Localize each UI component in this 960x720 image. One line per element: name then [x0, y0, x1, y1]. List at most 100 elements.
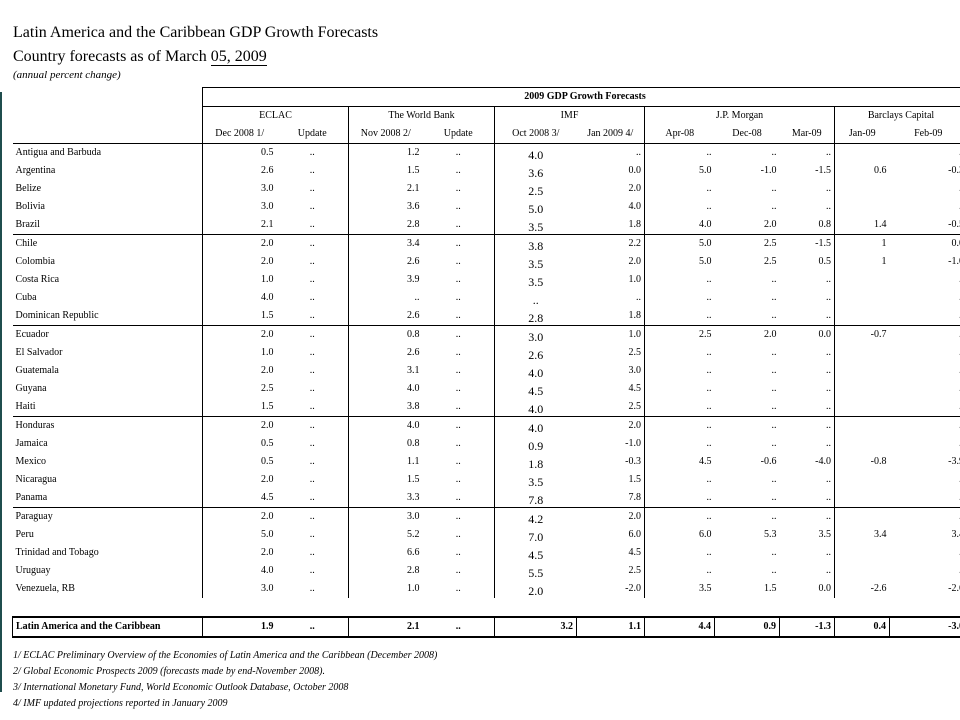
total-cell: 1.9 — [202, 616, 277, 638]
total-cell: 0.9 — [714, 616, 780, 638]
total-cell: 4.4 — [644, 616, 715, 638]
table-row: Costa Rica 1.0.. 3.9.. 3.5 1.0........ — [13, 271, 960, 289]
table-cell: 1.5 — [348, 162, 423, 180]
table-cell: .. — [455, 401, 461, 412]
table-cell: .. — [889, 180, 960, 198]
table-cell: 3.5 — [494, 471, 577, 489]
table-cell: .. — [309, 147, 315, 158]
table-cell: .. — [889, 307, 960, 326]
table-cell: .. — [309, 256, 315, 267]
table-cell: .. — [455, 492, 461, 503]
table-cell: .. — [276, 507, 349, 526]
table-cell: .. — [826, 438, 831, 449]
table-cell: 0.5 — [202, 453, 277, 471]
col-header: Update — [276, 125, 349, 144]
table-cell: 5.5 — [494, 562, 577, 580]
col-header: Dec-08 — [714, 125, 780, 144]
total-cell: -1.3 — [779, 616, 835, 638]
table-cell: 2.0 — [202, 416, 277, 435]
country-name: Cuba — [15, 292, 37, 303]
table-cell: .. — [826, 547, 831, 558]
table-cell: .. — [644, 507, 715, 526]
table-cell: .. — [771, 347, 777, 358]
country-name: Costa Rica — [15, 274, 60, 285]
table-cell: 2.2 — [576, 234, 645, 253]
table-cell: 2.5 — [628, 565, 642, 576]
country-name: Ecuador — [12, 325, 203, 344]
country-name: Nicaragua — [15, 474, 57, 485]
table-cell: 0.0 — [818, 583, 832, 594]
table-cell: 3.0 — [202, 580, 277, 598]
table-cell — [834, 562, 890, 580]
table-cell: 1.5 — [348, 471, 423, 489]
table-cell: .. — [644, 143, 715, 162]
table-cell — [834, 398, 890, 417]
table-cell: .. — [636, 292, 641, 303]
table-cell: -1.5 — [779, 234, 835, 253]
column-header-row: Dec 2008 1/ Update Nov 2008 2/ Update Oc… — [12, 125, 960, 144]
group-eclac: ECLAC — [202, 106, 349, 125]
table-cell: 0.6 — [834, 162, 890, 180]
table-cell: .. — [455, 347, 461, 358]
country-name: Trinidad and Tobago — [15, 547, 99, 558]
table-cell: .. — [455, 292, 461, 303]
table-cell: .. — [889, 544, 960, 562]
table-cell: .. — [889, 507, 960, 526]
table-cell: .. — [826, 147, 831, 158]
table-cell: .. — [771, 292, 777, 303]
country-name: Honduras — [12, 416, 203, 435]
table-cell: 1.0 — [576, 325, 645, 344]
table-cell: 4.0 — [348, 380, 423, 398]
table-cell: 4.0 — [494, 143, 577, 162]
table-cell: 2.5 — [628, 347, 642, 358]
table-cell: .. — [826, 292, 831, 303]
table-cell: 4.0 — [348, 416, 423, 435]
table-cell: .. — [309, 401, 315, 412]
table-cell: 4.5 — [644, 453, 715, 471]
table-cell: .. — [826, 201, 831, 212]
table-cell: 0.0 — [628, 165, 642, 176]
table-cell: .. — [309, 565, 315, 576]
table-cell: .. — [309, 183, 315, 194]
table-cell: 1.5 — [628, 474, 642, 485]
table-cell: .. — [779, 507, 835, 526]
table-cell: 2.5 — [494, 180, 577, 198]
table-cell: 2.0 — [202, 253, 277, 271]
subtitle-prefix: Country forecasts as of March — [13, 48, 211, 65]
footnote: 3/ International Monetary Fund, World Ec… — [13, 682, 349, 693]
table-cell: 2.0 — [764, 219, 777, 230]
table-cell: .. — [771, 565, 777, 576]
table-cell: 0.8 — [348, 325, 423, 344]
table-cell: 1.0 — [628, 274, 642, 285]
table-cell: 2.6 — [494, 344, 577, 362]
table-cell: .. — [771, 383, 777, 394]
table-cell: .. — [644, 435, 715, 453]
col-header: Nov 2008 2/ — [348, 125, 423, 144]
table-cell: 3.6 — [348, 198, 423, 216]
table-cell: 2.5 — [202, 380, 277, 398]
table-row: Bolivia 3.0.. 3.6.. 5.0 4.0........ — [13, 198, 960, 216]
table-cell: .. — [422, 234, 495, 253]
table-cell: 2.0 — [202, 471, 277, 489]
table-cell: .. — [644, 289, 715, 307]
group-jp-morgan: J.P. Morgan — [644, 106, 835, 125]
country-name: Jamaica — [15, 438, 48, 449]
col-header: Mar-09 — [779, 125, 835, 144]
col-header: Feb-09 — [889, 125, 960, 144]
group-header-row: ECLAC The World Bank IMF J.P. Morgan Bar… — [13, 106, 960, 125]
group-barclays: Barclays Capital — [834, 106, 960, 125]
table-cell: .. — [455, 365, 461, 376]
table-cell: .. — [826, 310, 831, 321]
table-cell — [834, 435, 890, 453]
table-cell: 3.8 — [494, 234, 577, 253]
table-cell: 3.0 — [202, 180, 277, 198]
table-cell: 2.6 — [348, 307, 423, 326]
footnotes: 1/ ECLAC Preliminary Overview of the Eco… — [13, 648, 437, 712]
main-header: 2009 GDP Growth Forecasts — [202, 87, 960, 107]
table-cell: .. — [636, 147, 641, 158]
table-cell: .. — [309, 365, 315, 376]
table-cell: 2.0 — [576, 507, 645, 526]
country-name: Venezuela, RB — [15, 583, 75, 594]
